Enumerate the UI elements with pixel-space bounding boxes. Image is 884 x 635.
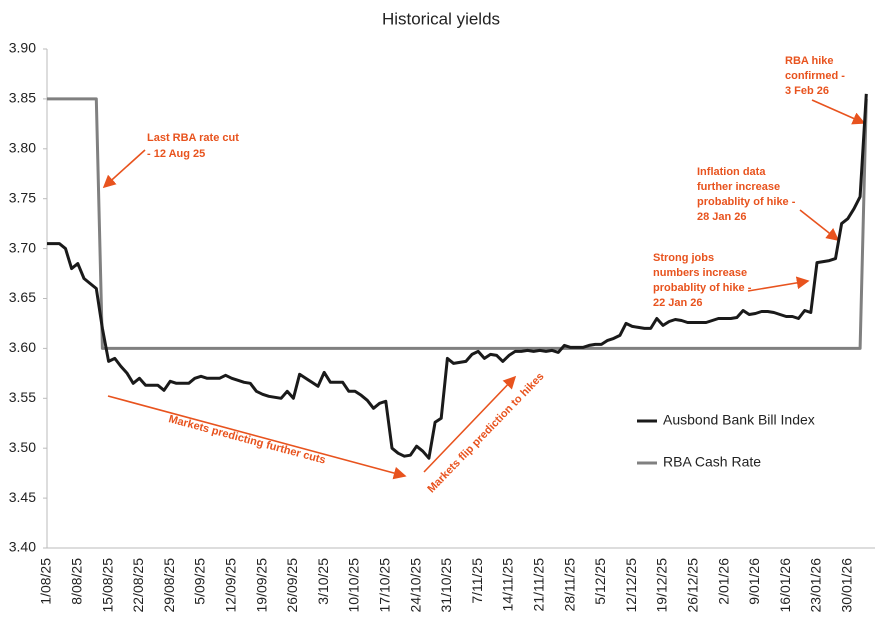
annotation: Inflation data [697,166,766,178]
x-tick-label: 12/12/25 [623,558,639,613]
arrow [423,375,517,473]
x-tick-label: 26/12/25 [685,558,701,613]
x-tick-label: 5/12/25 [592,558,608,605]
arrow [811,99,866,125]
y-tick-label: 3.75 [9,189,36,205]
x-tick-label: 17/10/25 [377,558,393,613]
x-tick-label: 5/09/25 [192,558,208,605]
y-tick-label: 3.55 [9,389,36,405]
y-tick-label: 3.50 [9,439,36,455]
arrow [107,395,407,480]
x-tick-label: 1/08/25 [38,558,54,605]
y-tick-label: 3.45 [9,489,36,505]
annotation: RBA hike [785,55,834,67]
x-tick-label: 21/11/25 [531,558,547,612]
x-tick-label: 19/09/25 [253,558,269,613]
x-tick-label: 8/08/25 [69,558,85,605]
x-tick-label: 30/01/26 [839,558,855,613]
legend-label: Ausbond Bank Bill Index [663,412,815,428]
legend-label: RBA Cash Rate [663,454,761,470]
x-tick-label: 28/11/25 [561,558,577,612]
x-tick-label: 19/12/25 [654,558,670,613]
x-tick-label: 7/11/25 [469,558,485,604]
annotation: further increase [697,181,780,193]
arrow [747,276,810,292]
annotation: 22 Jan 26 [653,297,703,309]
x-tick-label: 14/11/25 [500,558,516,612]
annotation: confirmed - [785,70,845,82]
annotation: probablity of hike - [653,282,752,294]
series-line [47,97,868,350]
x-tick-label: 2/01/26 [715,558,731,605]
annotation: Strong jobs [653,252,714,264]
x-tick-label: 15/08/25 [99,558,115,613]
y-tick-label: 3.70 [9,239,36,255]
x-tick-label: 3/10/25 [315,558,331,605]
x-tick-label: 24/10/25 [407,558,423,613]
annotation: Last RBA rate cut [147,132,239,144]
annotation: probablity of hike - [697,196,796,208]
arrow [102,149,146,189]
arrow [799,209,840,241]
y-tick-label: 3.85 [9,90,36,106]
annotation: 28 Jan 26 [697,211,747,223]
annotation: Markets predicting further cuts [167,413,327,467]
x-tick-label: 9/01/26 [746,558,762,605]
y-tick-label: 3.60 [9,339,36,355]
annotations: Last RBA rate cut - 12 Aug 25 Markets pr… [102,55,866,495]
chart-title: Historical yields [382,9,500,28]
x-tick-label: 26/09/25 [284,558,300,613]
x-tick-label: 12/09/25 [223,558,239,613]
series-line [47,93,868,460]
y-tick-label: 3.80 [9,140,36,156]
x-tick-label: 16/01/26 [777,558,793,613]
x-tick-label: 23/01/26 [808,558,824,613]
y-tick-label: 3.40 [9,539,36,555]
annotation: 3 Feb 26 [785,85,829,97]
annotation: - 12 Aug 25 [147,148,205,160]
x-tick-label: 10/10/25 [346,558,362,613]
annotation: numbers increase [653,267,747,279]
x-tick-label: 22/08/25 [130,558,146,613]
y-tick-label: 3.90 [9,40,36,56]
x-tick-label: 29/08/25 [161,558,177,613]
x-tick-label: 31/10/25 [438,558,454,613]
y-tick-label: 3.65 [9,289,36,305]
